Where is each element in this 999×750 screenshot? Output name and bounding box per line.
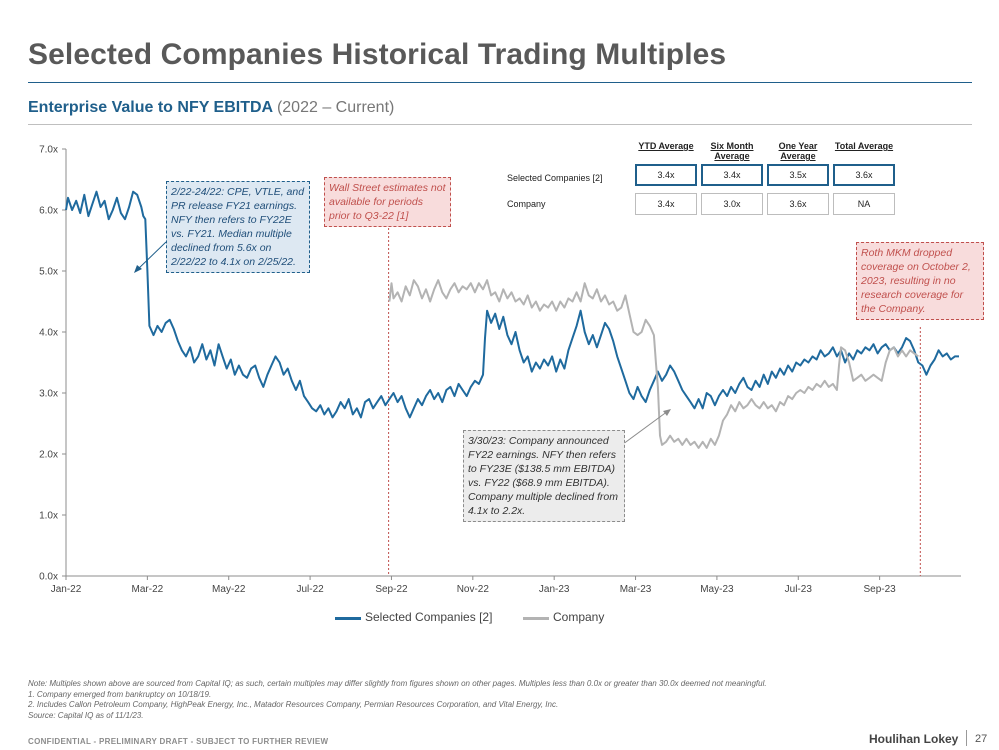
subtitle-divider [28,124,972,125]
subtitle-range: (2022 – Current) [276,99,395,116]
x-tick-label: Jan-23 [539,584,570,595]
company-total-value: NA [833,193,895,215]
x-tick-label: May-22 [212,584,246,595]
legend-label-selected: Selected Companies [2] [365,610,493,624]
annotation-feb22-earnings: 2/22-24/22: CPE, VTLE, and PR release FY… [166,181,310,273]
arrowhead-feb22 [134,265,142,273]
company-ytd-value: 3.4x [635,193,697,215]
footnote-2: 2. Includes Callon Petroleum Company, Hi… [28,700,559,709]
y-tick-label: 6.0x [39,206,58,217]
y-tick-label: 4.0x [39,328,58,339]
selected-total-value: 3.6x [833,164,895,186]
footnote-note: Note: Multiples shown above are sourced … [28,679,767,688]
footnote-source: Source: Capital IQ as of 11/1/23. [28,710,144,720]
x-tick-label: May-23 [700,584,734,595]
series-line-company [388,279,919,449]
x-tick-label: Jul-22 [296,584,324,595]
x-tick-label: Jan-22 [51,584,82,595]
footnotes: Note: Multiples shown above are sourced … [28,679,858,721]
page-number: 27 [975,733,988,745]
series-line-selected-companies [65,190,959,419]
annotation-wall-street-estimates: Wall Street estimates not available for … [324,177,451,227]
x-tick-label: Mar-23 [620,584,652,595]
selected-ytd-value: 3.4x [635,164,697,186]
chart-subtitle: Enterprise Value to NFY EBITDA (2022 – C… [28,99,394,117]
header-ytd-average: YTD Average [638,141,694,151]
title-divider [28,82,972,83]
company-six-month-value: 3.0x [701,193,763,215]
y-tick-label: 2.0x [39,450,58,461]
footer-divider [966,730,967,746]
legend-swatch-company [523,617,549,620]
company-one-year-value: 3.6x [767,193,829,215]
y-tick-label: 0.0x [39,572,58,583]
x-tick-label: Jul-23 [785,584,813,595]
brand-logo: Houlihan Lokey [869,732,959,746]
arrow-feb22 [135,241,167,272]
legend-swatch-selected [335,617,361,620]
subtitle-metric: Enterprise Value to NFY EBITDA [28,99,273,116]
confidential-label: CONFIDENTIAL - PRELIMINARY DRAFT - SUBJE… [28,737,329,746]
x-tick-label: Sep-22 [375,584,408,595]
selected-one-year-value: 3.5x [767,164,829,186]
y-tick-label: 3.0x [39,389,58,400]
y-tick-label: 5.0x [39,267,58,278]
page-title: Selected Companies Historical Trading Mu… [28,38,727,71]
arrowhead-mar23 [663,409,671,416]
header-six-month-average: Six Month Average [710,141,754,161]
x-tick-label: Mar-22 [132,584,164,595]
header-one-year-average: One Year Average [778,141,818,161]
row-label-company: Company [507,199,546,209]
y-tick-label: 7.0x [39,145,58,156]
footnote-1: 1. Company emerged from bankruptcy on 10… [28,689,212,699]
x-tick-label: Nov-22 [457,584,490,595]
legend-label-company: Company [553,610,605,624]
header-total-average: Total Average [834,141,894,151]
selected-six-month-value: 3.4x [701,164,763,186]
y-tick-label: 1.0x [39,511,58,522]
annotation-roth-coverage: Roth MKM dropped coverage on October 2, … [856,242,984,320]
annotation-company-fy22-earnings: 3/30/23: Company announced FY22 earnings… [463,430,625,522]
row-label-selected: Selected Companies [2] [507,173,603,183]
x-tick-label: Sep-23 [864,584,897,595]
